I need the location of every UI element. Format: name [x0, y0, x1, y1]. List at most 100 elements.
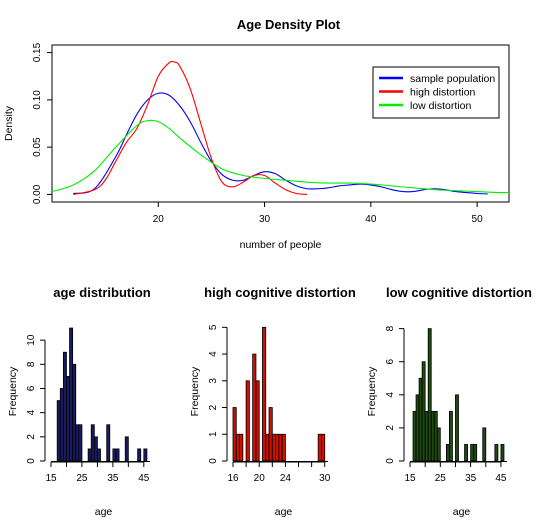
x-axis-label: age — [95, 506, 113, 518]
x-axis-label: age — [275, 506, 293, 518]
histogram-bar — [500, 444, 505, 462]
histogram-bar — [473, 444, 478, 462]
x-tick-label: 45 — [495, 473, 507, 484]
y-tick-label: 1 — [208, 431, 219, 437]
y-tick-label: 4 — [385, 392, 396, 398]
histogram-bar — [115, 448, 120, 462]
histogram-bar — [232, 407, 237, 462]
histogram-bar — [72, 363, 77, 462]
legend-label: high distortion — [410, 86, 476, 98]
histogram-bar — [59, 388, 64, 462]
x-tick-label: 16 — [227, 473, 239, 484]
histogram-bar — [271, 433, 276, 462]
histogram-bar — [143, 448, 148, 462]
histogram-bar — [93, 436, 98, 462]
histogram-bar — [449, 410, 453, 462]
histogram-bar — [482, 427, 487, 462]
y-tick-label: 6 — [26, 385, 37, 391]
age-distribution-histogram: age distribution 15 25 35 45 age 0 2 4 6 8 10 Freque… — [7, 285, 151, 518]
y-tick-label: 0.05 — [32, 137, 43, 157]
y-axis-label: Density — [3, 105, 15, 141]
histogram-bar — [427, 328, 432, 462]
legend-label: sample population — [410, 73, 495, 85]
y-tick-label: 4 — [26, 409, 37, 415]
series-line-low-distortion — [52, 119, 509, 194]
histogram-bar — [464, 444, 468, 462]
x-tick-label: 40 — [365, 214, 377, 225]
x-tick-label: 50 — [472, 214, 484, 225]
histogram-bar — [494, 444, 499, 462]
histogram-bar — [321, 433, 326, 462]
histogram-bar — [268, 407, 273, 462]
y-axis: 0.00 0.05 0.10 0.15 — [32, 42, 52, 204]
y-tick-label: 8 — [26, 361, 37, 367]
histogram-bar — [245, 380, 250, 462]
y-tick-label: 2 — [385, 425, 396, 431]
x-tick-label: 15 — [404, 473, 416, 484]
chart-title: Age Density Plot — [237, 17, 341, 32]
x-tick-label: 20 — [254, 473, 266, 484]
histogram-bar — [124, 436, 129, 462]
histogram-bar — [239, 433, 244, 462]
chart-title: high cognitive distortion — [204, 285, 356, 300]
histogram-bar — [278, 433, 283, 462]
y-tick-label: 5 — [208, 324, 219, 330]
histogram-bar — [455, 394, 459, 462]
x-axis: 20 30 40 50 — [153, 201, 484, 225]
y-tick-label: 8 — [385, 325, 396, 331]
x-axis-label: age — [453, 506, 471, 518]
y-tick-label: 10 — [26, 334, 37, 346]
y-axis-label: Frequency — [366, 366, 378, 416]
histogram-bar — [90, 424, 95, 462]
histogram-bar — [252, 353, 257, 462]
y-tick-label: 0 — [26, 458, 37, 464]
histogram-bar — [281, 433, 286, 462]
x-tick-label: 35 — [465, 473, 477, 484]
high-distortion-histogram: high cognitive distortion 16 20 24 30 age 0 1 2 3… — [189, 285, 356, 518]
x-tick-label: 30 — [259, 214, 271, 225]
x-tick-label: 30 — [319, 473, 331, 484]
histogram-bar — [78, 424, 83, 462]
x-tick-label: 25 — [435, 473, 447, 484]
y-tick-label: 4 — [208, 351, 219, 357]
x-tick-label: 25 — [76, 473, 88, 484]
x-axis-label: number of people — [240, 239, 322, 251]
histogram-bar — [415, 394, 420, 462]
histogram-bar — [137, 448, 142, 462]
low-distortion-histogram: low cognitive distortion 15 25 35 45 age 0 2 4 6 8… — [366, 285, 532, 518]
histogram-bar — [430, 410, 435, 462]
histogram-bar — [436, 427, 441, 462]
series-line-sample-population — [73, 92, 488, 195]
x-tick-label: 15 — [45, 473, 57, 484]
histogram-bar — [75, 424, 80, 462]
histogram-bar — [66, 375, 70, 462]
histogram-bar — [87, 448, 92, 462]
histogram-bar — [275, 433, 280, 462]
histogram-bar — [56, 400, 61, 462]
histogram-bar — [112, 448, 117, 462]
y-tick-label: 6 — [385, 358, 396, 364]
y-tick-label: 0.10 — [32, 90, 43, 110]
histogram-bar — [106, 424, 111, 462]
x-tick-label: 45 — [138, 473, 150, 484]
x-tick-label: 20 — [153, 214, 165, 225]
x-tick-label: 35 — [107, 473, 119, 484]
chart-title: low cognitive distortion — [386, 285, 532, 300]
histogram-bar — [235, 433, 240, 462]
histogram-bar — [317, 433, 322, 462]
y-tick-label: 0.00 — [32, 184, 43, 204]
y-tick-label: 3 — [208, 378, 219, 384]
histogram-bar — [418, 377, 423, 462]
y-tick-label: 0 — [385, 458, 396, 464]
y-tick-label: 0.15 — [32, 42, 43, 62]
series-line-high-distortion — [73, 60, 308, 195]
chart-title: age distribution — [53, 285, 151, 300]
histogram-bar — [262, 326, 267, 462]
histogram-bar — [424, 410, 429, 462]
x-tick-label: 24 — [280, 473, 292, 484]
histogram-bar — [470, 444, 475, 462]
histogram-bar — [433, 410, 438, 462]
y-tick-label: 2 — [26, 434, 37, 440]
